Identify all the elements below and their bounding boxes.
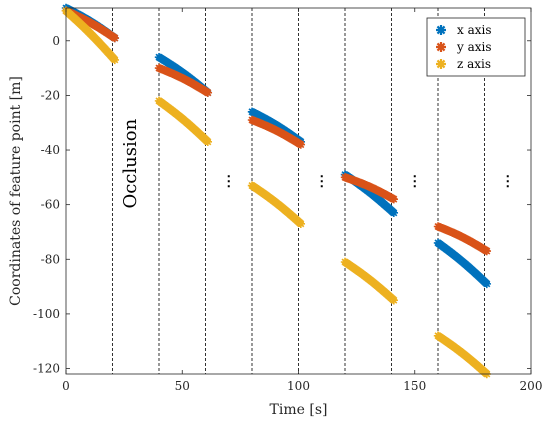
track-segment — [340, 173, 399, 204]
continuation-dots: ⋮ — [501, 174, 515, 190]
x-tick-label: 150 — [403, 379, 426, 393]
y-tick-label: -80 — [41, 252, 60, 266]
continuation-dots: ⋮ — [315, 174, 329, 190]
legend-entry: y axis — [436, 40, 492, 54]
x-tick-label: 50 — [175, 379, 190, 393]
track-segment — [154, 63, 213, 97]
y-tick-label: -20 — [41, 88, 60, 102]
axis-ticks: 0 50 100 150 200 -120 -100 -80 -60 -40 -20 0 — [33, 8, 542, 393]
legend-marker — [436, 42, 446, 52]
y-tick-label: 0 — [52, 34, 60, 48]
data-point — [110, 55, 120, 65]
data-point — [203, 137, 213, 147]
data-point — [482, 246, 492, 256]
track-segment — [154, 96, 213, 147]
legend-label: y axis — [456, 40, 492, 54]
series-layer — [61, 3, 492, 379]
legend: x axis y axis z axis — [426, 17, 526, 77]
x-tick-label: 0 — [62, 379, 70, 393]
continuation-dots: ⋮ — [408, 174, 422, 190]
x-tick-label: 100 — [287, 379, 310, 393]
legend-marker — [436, 59, 446, 69]
x-axis-label: Time [s] — [270, 402, 328, 418]
annotations: Occlusion ⋮ ⋮ ⋮ ⋮ — [120, 118, 515, 208]
data-point — [482, 279, 492, 289]
legend-marker — [436, 25, 446, 35]
data-point — [389, 296, 399, 305]
series-z-axis — [61, 6, 492, 379]
data-point — [110, 33, 120, 43]
legend-entry: z axis — [436, 57, 491, 71]
legend-label: z axis — [457, 57, 491, 71]
data-point — [296, 140, 306, 149]
y-tick-label: -120 — [33, 362, 60, 376]
track-segment — [340, 257, 399, 305]
track-segment — [247, 181, 306, 228]
occlusion-annotation: Occlusion — [120, 118, 141, 208]
legend-entry: x axis — [436, 23, 492, 37]
data-point — [203, 88, 213, 97]
y-tick-label: -100 — [33, 307, 60, 321]
track-segment — [247, 115, 306, 149]
y-tick-label: -40 — [41, 143, 60, 157]
track-segment — [433, 222, 492, 256]
data-point — [389, 208, 399, 218]
continuation-dots: ⋮ — [222, 174, 236, 190]
series-y-axis — [61, 6, 492, 256]
y-tick-label: -60 — [41, 198, 60, 212]
y-axis-label: Coordinates of feature point [m] — [8, 76, 24, 306]
data-point — [389, 194, 399, 204]
track-segment — [433, 238, 492, 289]
x-tick-label: 200 — [520, 379, 543, 393]
legend-label: x axis — [457, 23, 492, 37]
data-point — [296, 219, 306, 228]
